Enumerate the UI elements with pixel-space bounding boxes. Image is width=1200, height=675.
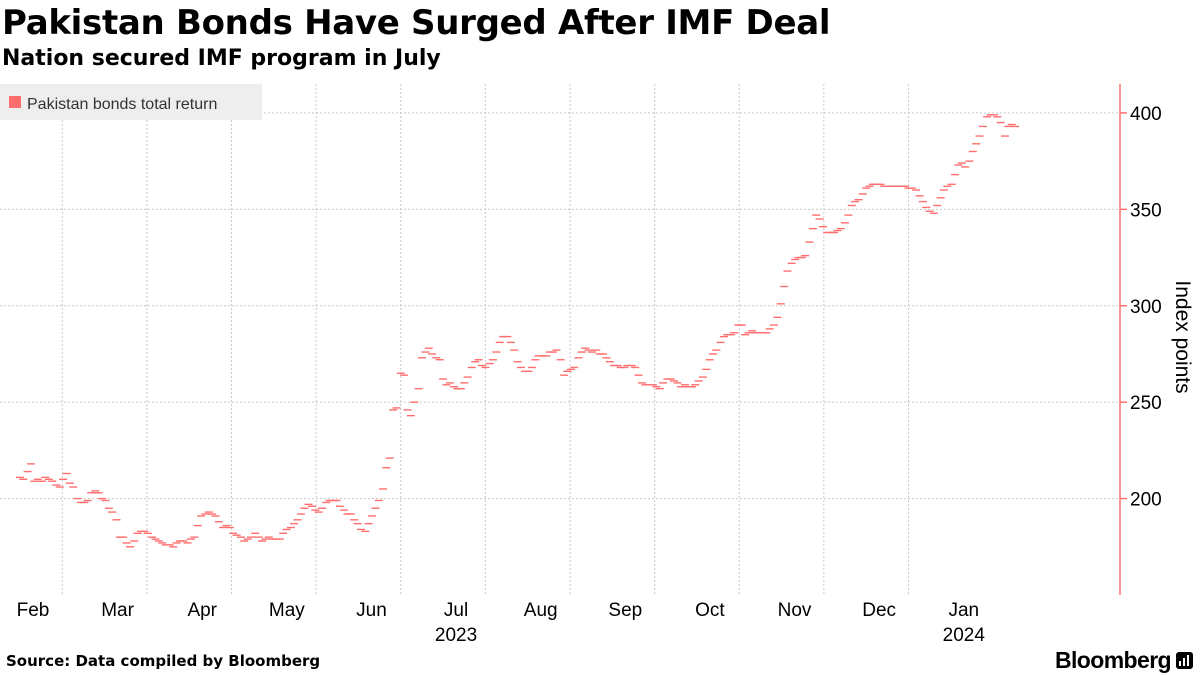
y-tick-label: 250 [1130,393,1162,414]
bloomberg-logo: Bloomberg [1055,647,1193,674]
x-tick-label: Mar [101,600,134,621]
x-tick-label: Aug [524,600,558,621]
x-tick-label: Jul [444,600,468,621]
y-tick-label: 350 [1130,200,1162,221]
legend-swatch [9,96,21,108]
x-tick-label: Nov [778,600,812,621]
y-axis-label: Index points [1171,280,1194,393]
x-tick-label: Jan [948,600,979,621]
x-tick-label: Jun [356,600,387,621]
x-year-label: 2024 [943,625,986,645]
x-tick-label: Oct [695,600,725,621]
series-pakistan-bonds [16,114,1020,548]
source-note: Source: Data compiled by Bloomberg [6,652,321,670]
x-year-label: 2023 [435,625,477,645]
x-tick-label: Sep [608,600,642,621]
chart-subtitle: Nation secured IMF program in July [2,46,441,71]
chart-title: Pakistan Bonds Have Surged After IMF Dea… [2,3,831,43]
legend-label: Pakistan bonds total return [27,96,217,113]
y-axis: 200 250 300 350 400 [1119,84,1162,595]
chart: Pakistan bonds total return 200 250 300 350… [0,84,1194,645]
gridlines [0,84,1120,595]
legend: Pakistan bonds total return [0,84,262,120]
y-tick-label: 400 [1130,104,1162,125]
x-axis-labels: Feb Mar Apr May Jun Jul Aug Sep Oct Nov Dec Jan 2023… [17,600,986,645]
x-tick-label: Apr [187,600,217,621]
legend-background [0,84,262,120]
brand-name: Bloomberg [1055,647,1172,673]
y-tick-label: 300 [1130,297,1162,318]
x-tick-label: May [269,600,305,621]
bar-chart-icon [1176,652,1193,669]
x-tick-label: Dec [862,600,896,621]
y-tick-label: 200 [1130,490,1162,511]
x-tick-label: Feb [17,600,50,621]
